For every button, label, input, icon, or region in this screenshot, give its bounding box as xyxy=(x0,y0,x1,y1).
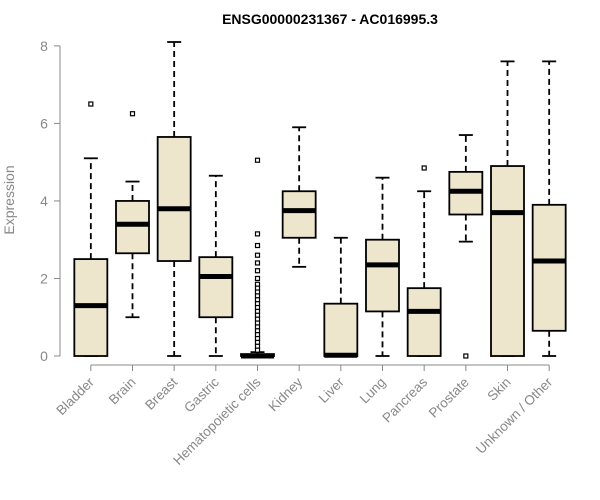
x-tick-label: Bladder xyxy=(53,374,97,418)
box-rect xyxy=(115,200,150,255)
box-rect xyxy=(531,203,567,332)
outlier-point xyxy=(254,275,261,282)
y-axis: 0 2 4 6 8 xyxy=(40,38,61,364)
outlier-point xyxy=(463,353,469,359)
box-rect xyxy=(323,302,359,357)
box-lung xyxy=(365,176,400,357)
box-rect xyxy=(281,190,317,239)
y-tick-label: 0 xyxy=(40,348,48,364)
y-axis-title: Expression xyxy=(1,165,17,234)
x-tick-label: Breast xyxy=(142,374,180,412)
x-tick-label: Kidney xyxy=(265,374,305,414)
y-tick-label: 6 xyxy=(40,115,48,131)
x-tick-label: Prostate xyxy=(426,375,472,421)
y-tick-label: 2 xyxy=(40,270,48,286)
outlier-point xyxy=(254,231,261,237)
box-breast xyxy=(156,41,192,357)
x-tick-label: Unknown / Other xyxy=(473,374,556,457)
box-liver xyxy=(323,236,359,358)
box-kidney xyxy=(281,126,317,268)
outlier-point xyxy=(88,101,94,107)
x-tick-label: Skin xyxy=(484,375,513,404)
outlier-point xyxy=(129,111,136,117)
x-tick-label: Lung xyxy=(357,375,389,407)
box-rect xyxy=(365,238,400,313)
box-hematopoietic-cells xyxy=(240,157,275,359)
x-tick-label: Pancreas xyxy=(379,374,430,425)
box-skin xyxy=(490,60,525,357)
outlier-point xyxy=(254,157,261,163)
chart-title: ENSG00000231367 - AC016995.3 xyxy=(222,11,438,27)
y-tick-label: 8 xyxy=(40,38,48,54)
box-rect xyxy=(490,165,525,357)
box-rect xyxy=(198,256,234,319)
x-tick-label: Liver xyxy=(316,374,348,406)
outlier-point xyxy=(254,268,261,274)
box-bladder xyxy=(73,101,109,357)
outlier-point xyxy=(254,252,261,258)
box-prostate xyxy=(448,134,484,359)
box-rect xyxy=(406,287,442,357)
outlier-point xyxy=(254,347,261,353)
box-pancreas xyxy=(406,165,442,357)
x-tick-label: Brain xyxy=(106,375,139,408)
outlier-point xyxy=(254,260,261,266)
outlier-point xyxy=(421,165,427,171)
box-series xyxy=(73,41,567,359)
box-gastric xyxy=(198,174,234,357)
x-tick-label: Gastric xyxy=(181,374,222,415)
y-tick-label: 4 xyxy=(40,193,48,209)
box-unknown-other xyxy=(531,60,567,357)
box-brain xyxy=(115,111,150,319)
box-rect xyxy=(156,136,192,262)
outlier-point xyxy=(254,242,261,249)
